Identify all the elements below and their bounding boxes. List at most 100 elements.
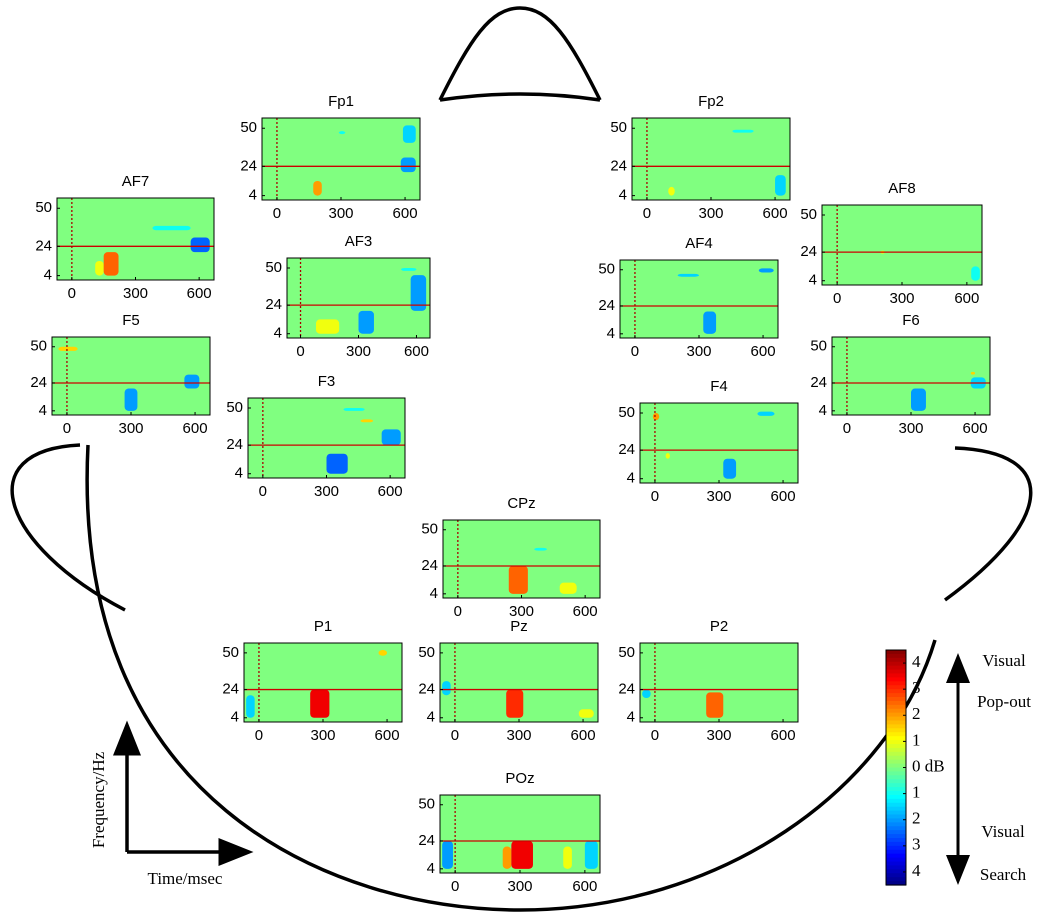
background xyxy=(57,198,214,280)
tf-patch xyxy=(652,413,660,421)
colorbar-step xyxy=(886,650,906,655)
tf-patch xyxy=(971,266,980,281)
patches xyxy=(95,225,210,276)
tf-patch xyxy=(381,429,401,446)
patches xyxy=(911,371,986,411)
x-tick-label: 0 xyxy=(451,727,459,744)
colorbar-step xyxy=(886,865,906,870)
y-tick-label: 24 xyxy=(418,681,435,698)
colorbar-step xyxy=(886,681,906,686)
y-tick-label: 4 xyxy=(430,585,438,602)
colorbar-step xyxy=(886,767,906,773)
tf-patch xyxy=(511,840,533,869)
tf-patch xyxy=(400,157,416,173)
colorbar-step xyxy=(886,653,906,659)
panel-title: POz xyxy=(505,770,534,787)
tf-patch xyxy=(95,260,104,276)
y-tick-label: 24 xyxy=(610,157,627,174)
x-tick-label: 600 xyxy=(771,727,796,744)
y-tick-label: 50 xyxy=(265,259,282,276)
tf-patch xyxy=(401,268,417,271)
y-tick-label: 50 xyxy=(222,644,239,661)
annotation: Pop-out xyxy=(977,692,1031,711)
colorbar-step xyxy=(886,818,906,823)
colorbar-step xyxy=(886,845,906,851)
patches xyxy=(313,125,416,196)
y-tick-label: 50 xyxy=(618,404,635,421)
x-tick-label: 0 xyxy=(259,483,267,500)
tf-patch xyxy=(911,388,926,411)
x-tick-label: 300 xyxy=(898,420,923,437)
tf-patch xyxy=(706,692,724,718)
panel-title: AF7 xyxy=(122,173,150,190)
panel: P1 0 300 600 4 24 50 xyxy=(222,618,403,744)
x-tick-label: 300 xyxy=(706,488,731,505)
colorbar-step xyxy=(886,747,906,753)
colorbar-step xyxy=(886,838,906,843)
colorbar-step xyxy=(886,736,906,741)
x-tick-label: 0 xyxy=(454,603,462,620)
y-tick-label: 24 xyxy=(35,237,52,254)
y-tick-label: 24 xyxy=(598,297,615,314)
x-tick-label: 300 xyxy=(506,727,531,744)
patches xyxy=(58,346,200,411)
x-axis-label: Time/msec xyxy=(148,869,223,888)
colorbar-step xyxy=(886,881,906,886)
y-tick-label: 4 xyxy=(427,860,435,877)
panel: F4 0 300 600 4 24 50 xyxy=(618,378,799,505)
y-tick-label: 50 xyxy=(610,119,627,136)
x-tick-label: 300 xyxy=(889,290,914,307)
panel: F5 0 300 600 4 24 50 xyxy=(30,312,211,437)
x-tick-label: 300 xyxy=(698,205,723,222)
x-tick-label: 600 xyxy=(404,343,429,360)
colorbar-step xyxy=(886,849,906,855)
nose-base xyxy=(439,92,601,102)
tf-patch xyxy=(723,458,737,479)
colorbar-label: 3 xyxy=(912,835,921,854)
x-tick-label: 600 xyxy=(571,727,596,744)
y-tick-label: 24 xyxy=(810,374,827,391)
y-tick-label: 50 xyxy=(240,119,257,136)
colorbar-step xyxy=(886,763,906,769)
y-tick-label: 50 xyxy=(226,399,243,416)
y-tick-label: 4 xyxy=(427,709,435,726)
panel: Pz 0 300 600 4 24 50 xyxy=(418,618,599,744)
colorbar-step xyxy=(886,673,906,679)
y-tick-label: 50 xyxy=(35,199,52,216)
tf-patch xyxy=(758,268,774,273)
panel: P2 0 300 600 4 24 50 xyxy=(618,618,799,744)
y-tick-label: 50 xyxy=(598,261,615,278)
panel: F3 0 300 600 4 24 50 xyxy=(226,373,406,500)
x-tick-label: 0 xyxy=(296,343,304,360)
colorbar-step xyxy=(886,798,906,804)
right-ear xyxy=(943,446,1033,602)
tf-patch xyxy=(677,273,699,277)
background xyxy=(640,403,798,483)
patches xyxy=(668,129,786,196)
y-tick-label: 4 xyxy=(44,267,52,284)
x-tick-label: 600 xyxy=(187,285,212,302)
x-tick-label: 300 xyxy=(507,878,532,895)
colorbar-step xyxy=(886,806,906,812)
colorbar-step xyxy=(886,728,906,733)
x-tick-label: 0 xyxy=(833,290,841,307)
colorbar-label: 2 xyxy=(912,704,921,723)
y-tick-label: 50 xyxy=(30,338,47,355)
background xyxy=(632,118,790,200)
panel: AF3 0 300 600 4 24 50 xyxy=(265,233,431,360)
patches xyxy=(315,268,427,334)
y-tick-label: 24 xyxy=(226,436,243,453)
x-tick-label: 300 xyxy=(118,420,143,437)
tf-patch xyxy=(970,371,976,375)
colorbar-step xyxy=(886,783,906,788)
colorbar-step xyxy=(886,693,906,698)
panel: CPz 0 300 600 4 24 50 xyxy=(421,495,601,620)
colorbar-step xyxy=(886,810,906,816)
tf-patch xyxy=(58,346,78,351)
patches xyxy=(326,408,401,474)
tf-patch xyxy=(563,846,572,869)
colorbar-step xyxy=(886,873,906,878)
colorbar-label: 4 xyxy=(912,861,921,880)
colorbar-step xyxy=(886,720,906,726)
colorbar-step xyxy=(886,755,906,761)
